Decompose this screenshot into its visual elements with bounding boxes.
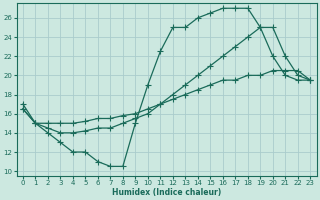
X-axis label: Humidex (Indice chaleur): Humidex (Indice chaleur)	[112, 188, 221, 197]
